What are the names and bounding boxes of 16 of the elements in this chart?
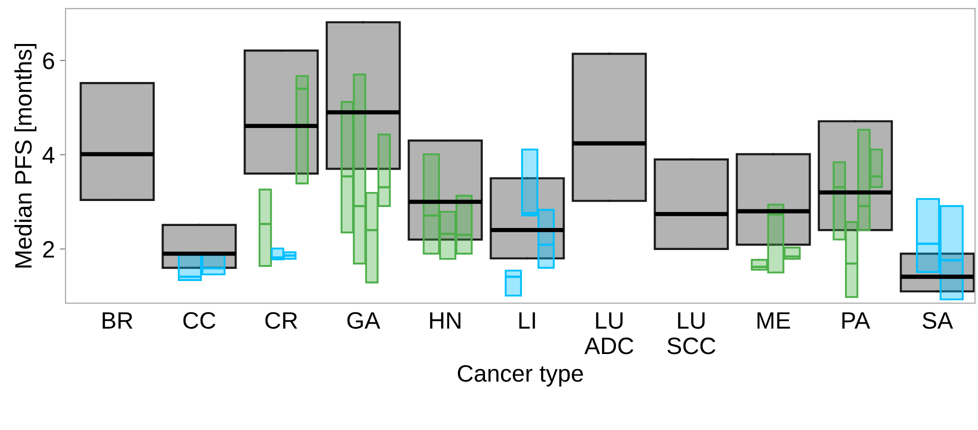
- y-tick-label: 6: [43, 52, 54, 70]
- x-tick-label: LU SCC: [667, 312, 716, 354]
- x-tick-label: BR: [102, 312, 132, 329]
- x-tick-label: CR: [265, 312, 298, 329]
- y-axis-title: Median PFS [months]: [14, 44, 36, 268]
- x-tick-label: LU ADC: [584, 312, 634, 354]
- x-tick-label: ME: [758, 312, 790, 329]
- x-tick-label: HN: [430, 312, 460, 329]
- y-tick-label: 4: [42, 147, 54, 164]
- y-tick-label: 2: [43, 241, 54, 258]
- x-axis-title: Cancer type: [458, 365, 583, 386]
- x-tick-label: LI: [519, 312, 535, 329]
- x-tick-label: GA: [347, 312, 380, 329]
- x-tick-label: PA: [842, 312, 870, 329]
- x-tick-label: CC: [183, 312, 216, 329]
- x-tick-label: SA: [922, 312, 954, 329]
